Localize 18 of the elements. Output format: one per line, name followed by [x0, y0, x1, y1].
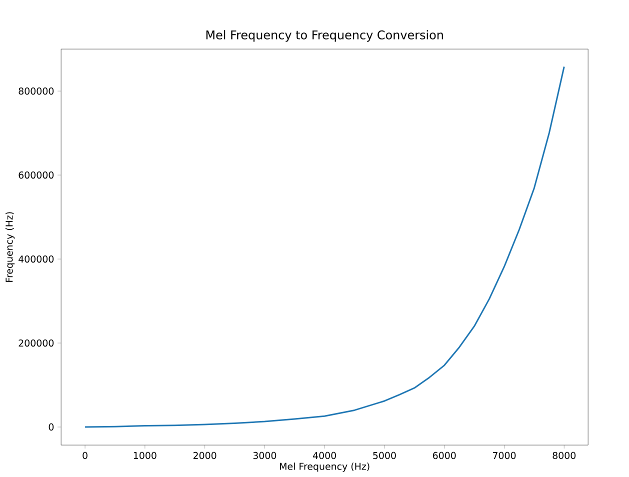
- x-tick-label: 3000: [253, 452, 276, 460]
- x-tick-label: 1000: [134, 452, 156, 460]
- y-tick-label: 400000: [18, 255, 54, 263]
- y-tick-label: 800000: [18, 87, 54, 95]
- line-series: [84, 66, 565, 428]
- x-tick-label: 0: [82, 452, 88, 460]
- y-tick-label: 600000: [18, 171, 54, 179]
- y-tick-label: 0: [48, 423, 54, 431]
- x-tick-label: 8000: [552, 452, 576, 460]
- chart-title: Mel Frequency to Frequency Conversion: [206, 30, 443, 42]
- y-tick-label: 200000: [18, 339, 54, 347]
- x-tick-label: 6000: [432, 452, 456, 460]
- x-axis-title: Mel Frequency (Hz): [280, 462, 370, 472]
- x-tick-label: 7000: [492, 452, 516, 460]
- y-axis-title: Frequency (Hz): [5, 212, 15, 282]
- x-tick-label: 2000: [193, 452, 216, 460]
- x-tick-label: 4000: [313, 452, 336, 460]
- x-tick-label: 5000: [373, 452, 396, 460]
